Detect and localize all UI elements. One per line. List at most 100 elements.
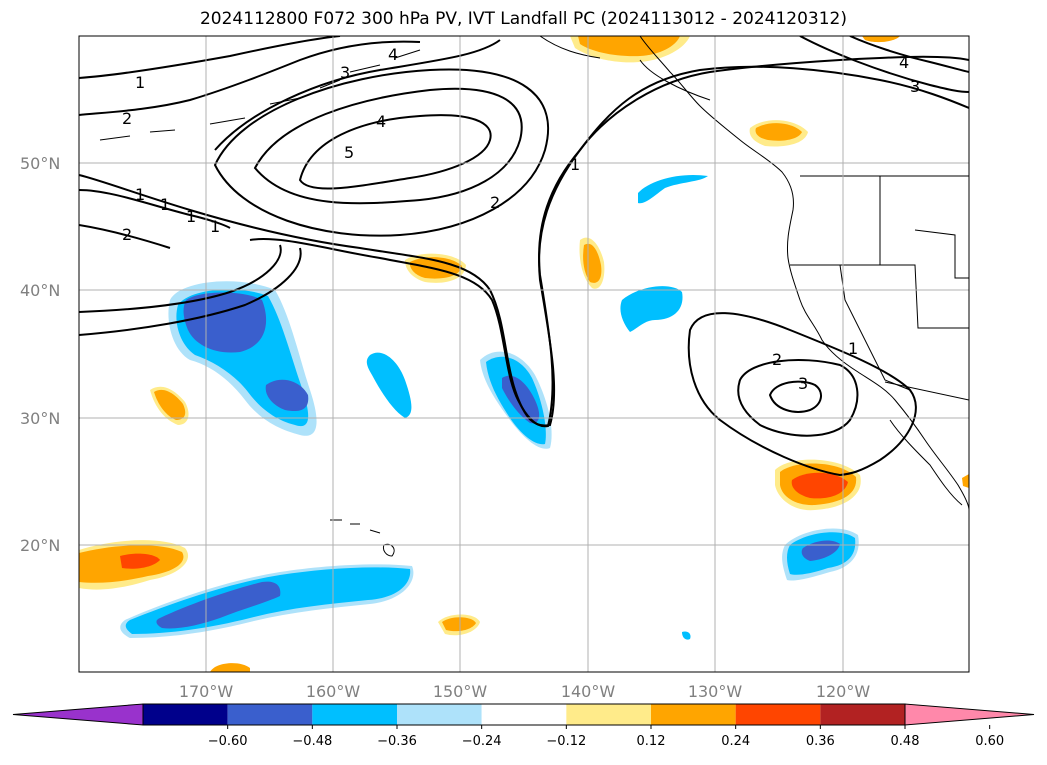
colorbar-tick-label: 0.48: [891, 734, 920, 749]
colorbar-tick-label: 0.36: [806, 734, 835, 749]
pos-region-2-mid: [154, 389, 186, 420]
contour-labels: 1 2 3 4 4 5 2 1 1 1 1 1 2 1 2 3 4 3: [122, 45, 920, 393]
contour-3-east: [768, 380, 822, 413]
contour-label: 2: [772, 350, 782, 369]
colorbar-segment: [651, 704, 736, 725]
lat-label-30n: 30°N: [20, 409, 60, 428]
colorbar-segment: [227, 704, 313, 725]
colorbar-segment: [143, 704, 228, 725]
contour-3-north: [214, 39, 501, 151]
colorbar-tick-label: 0.24: [721, 734, 750, 749]
lon-label-160w: 160°W: [306, 682, 361, 701]
state-border-3: [880, 264, 969, 329]
contour-5-ring: [298, 114, 492, 190]
contour-4-ne: [849, 36, 969, 73]
map-frame: [78, 35, 970, 673]
neg-region-2: [366, 352, 412, 418]
contour-label: 2: [122, 225, 132, 244]
state-border-4: [914, 229, 969, 279]
lon-label-130w: 130°W: [688, 682, 743, 701]
neg-region-3-core: [502, 375, 540, 424]
pos-region-11: [962, 474, 969, 488]
pos-region-1-core: [120, 553, 160, 569]
colorbar-segment: [735, 704, 821, 725]
colorbar-tick-label: −0.12: [546, 734, 586, 749]
contour-label: 1: [570, 155, 580, 174]
contour-label: 5: [344, 143, 354, 162]
colorbar-extend-high: [904, 703, 1035, 726]
contour-3-ring: [213, 68, 550, 237]
contour-label: 1: [135, 73, 145, 92]
contour-4-ring: [253, 87, 523, 205]
lon-label-150w: 150°W: [433, 682, 488, 701]
neg-region-6-core: [801, 540, 840, 561]
neg-region-5: [638, 174, 708, 204]
colorbar-segment: [566, 704, 651, 725]
colorbar-tick-label: −0.36: [377, 734, 417, 749]
map-title: 2024112800 F072 300 hPa PV, IVT Landfall…: [199, 9, 847, 29]
alaska-coast: [539, 36, 711, 101]
pos-region-7-core: [791, 472, 848, 499]
graticule: [79, 36, 969, 672]
contour-label: 2: [490, 193, 500, 212]
contour-2-north: [79, 40, 421, 116]
contour-3-ne: [799, 36, 969, 93]
neg-region-1b-core: [265, 379, 309, 412]
hawaii: [330, 519, 395, 557]
contour-label: 1: [160, 195, 170, 214]
colorbar-extend-low: [12, 703, 144, 726]
mexico-border: [884, 381, 969, 401]
lat-label-40n: 40°N: [20, 281, 60, 300]
contour-1-lower-left: [79, 247, 302, 336]
pos-region-10: [862, 36, 900, 43]
colorbar-frame: [142, 703, 906, 726]
colorbar: −0.60 −0.48 −0.36 −0.24 −0.12 0.12 0.24 0.36 0.4…: [12, 703, 1035, 749]
contour-label: 3: [910, 77, 920, 96]
contour-lines: [79, 36, 969, 477]
neg-region-7-core: [156, 581, 281, 629]
longitude-labels: 170°W 160°W 150°W 140°W 130°W 120°W: [179, 682, 871, 701]
contour-1-main: [249, 65, 969, 428]
contour-label: 1: [848, 339, 858, 358]
colorbar-segment: [397, 704, 482, 725]
neg-region-4: [620, 286, 683, 332]
pos-region-6-mid: [755, 123, 802, 141]
lon-label-170w: 170°W: [179, 682, 234, 701]
contour-label: 3: [798, 374, 808, 393]
colorbar-segment: [820, 704, 905, 725]
colorbar-segment: [481, 704, 567, 725]
contour-label: 1: [135, 185, 145, 204]
contour-label: 2: [122, 109, 132, 128]
colorbar-tick-label: 0.60: [975, 734, 1004, 749]
contour-label: 4: [899, 53, 909, 72]
pos-region-5-mid: [578, 36, 680, 57]
colorbar-tick-label: 0.12: [637, 734, 666, 749]
negative-shading: [120, 174, 859, 640]
map-panel: 1 2 3 4 4 5 2 1 1 1 1 1 2 1 2 3 4 3: [78, 35, 970, 673]
contour-1-north: [79, 36, 341, 79]
lon-label-140w: 140°W: [561, 682, 616, 701]
lat-label-50n: 50°N: [20, 154, 60, 173]
contour-neg1-left: [79, 189, 231, 229]
contour-1-east-loop: [687, 312, 917, 477]
neg-region-8: [682, 631, 691, 640]
pos-region-8-mid: [442, 617, 476, 632]
contour-label: 3: [340, 63, 350, 82]
contour-label: 1: [210, 217, 220, 236]
north-america-coast: [639, 36, 969, 511]
lon-label-120w: 120°W: [816, 682, 871, 701]
contour-neg2-left: [79, 224, 171, 249]
baja: [889, 419, 963, 506]
contour-label: 4: [388, 45, 398, 64]
colorbar-segment: [312, 704, 397, 725]
neg-region-1-core: [183, 292, 267, 353]
colorbar-tick-label: −0.60: [208, 734, 248, 749]
contour-2-lower-left: [79, 244, 282, 313]
pos-region-9: [210, 663, 250, 672]
contour-label: 1: [186, 207, 196, 226]
contour-label: 4: [376, 112, 386, 131]
latitude-labels: 50°N 40°N 30°N 20°N: [20, 154, 60, 555]
colorbar-tick-label: −0.48: [292, 734, 332, 749]
lat-label-20n: 20°N: [20, 536, 60, 555]
